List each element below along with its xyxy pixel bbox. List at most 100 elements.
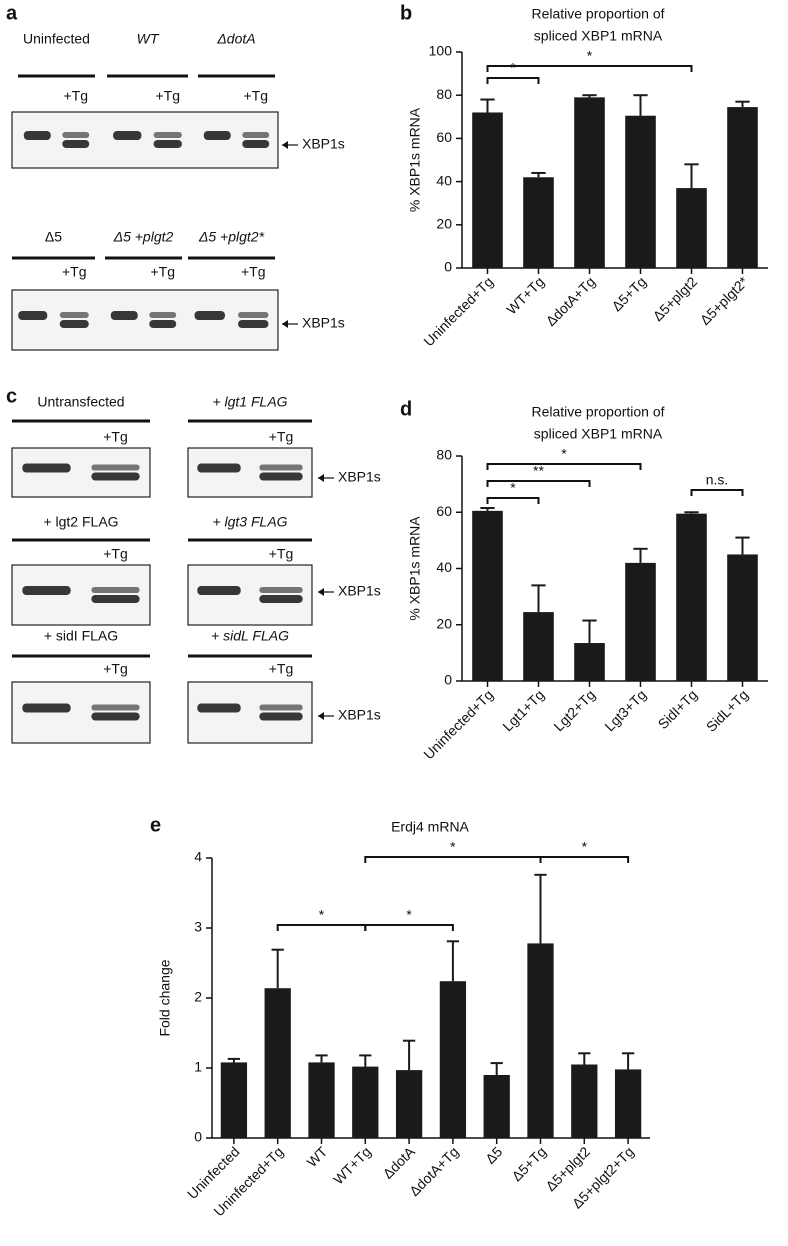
treatment-label: +Tg: [155, 88, 180, 104]
y-axis-label: Fold change: [157, 959, 173, 1036]
y-tick-label: 0: [444, 672, 452, 688]
treatment-label: +Tg: [62, 264, 87, 280]
arrow-head: [318, 474, 324, 482]
bar: [527, 943, 554, 1138]
gel: [11, 111, 279, 169]
band-label: XBP1s: [302, 136, 345, 152]
significance-bracket: [276, 924, 367, 931]
treatment-label: +Tg: [63, 88, 88, 104]
band: [194, 311, 225, 320]
x-tick-label: Δ5+plgt2*: [697, 273, 752, 328]
y-tick-label: 20: [436, 615, 452, 631]
band: [91, 712, 140, 721]
x-tick-label: SidL+Tg: [703, 686, 751, 734]
treatment-label: +Tg: [269, 429, 294, 445]
significance-label: *: [319, 907, 325, 923]
y-tick-label: 2: [194, 989, 202, 1005]
band: [91, 464, 140, 471]
y-tick-label: 0: [194, 1129, 202, 1145]
panel-letter: e: [150, 814, 161, 836]
band: [259, 704, 303, 711]
group-label: Uninfected: [23, 31, 90, 47]
chart-title: spliced XBP1 mRNA: [534, 28, 663, 44]
significance-bracket: [690, 489, 744, 496]
band: [238, 312, 269, 318]
band: [149, 312, 177, 318]
treatment-label: +Tg: [269, 661, 294, 677]
group-label: + sidL FLAG: [211, 628, 289, 644]
band: [91, 704, 140, 711]
y-axis-label: % XBP1s mRNA: [407, 107, 423, 212]
bar: [523, 177, 554, 268]
y-tick-label: 0: [444, 259, 452, 275]
group-label: + lgt2 FLAG: [43, 514, 118, 530]
bar: [727, 554, 758, 681]
band-label: XBP1s: [338, 583, 381, 599]
bar: [352, 1066, 379, 1138]
band: [197, 703, 241, 713]
x-tick-label: ΔdotA: [380, 1143, 419, 1182]
bar: [220, 1062, 248, 1138]
band: [22, 463, 71, 473]
panel-letter: d: [400, 398, 412, 420]
arrow-head: [318, 712, 324, 720]
bar: [614, 1069, 642, 1138]
band: [113, 131, 142, 140]
significance-bracket: [539, 856, 630, 863]
group-label: WT: [137, 31, 160, 47]
arrow-head: [282, 141, 288, 149]
significance-bracket: [486, 65, 693, 72]
band: [18, 311, 48, 320]
x-tick-label: Δ5: [482, 1143, 506, 1167]
group-label: Δ5 +plgt2: [113, 229, 174, 245]
bar: [439, 981, 467, 1138]
arrow-head: [282, 320, 288, 328]
significance-label: *: [587, 48, 593, 64]
bar: [574, 97, 605, 268]
significance-label: n.s.: [706, 472, 729, 488]
y-tick-label: 100: [429, 43, 453, 59]
band: [23, 131, 51, 140]
significance-label: *: [582, 839, 588, 855]
bar: [676, 188, 707, 268]
bar: [395, 1070, 423, 1138]
x-tick-label: ΔdotA+Tg: [543, 273, 599, 329]
bar: [483, 1075, 510, 1138]
bar: [625, 562, 656, 681]
band: [62, 140, 90, 148]
x-tick-label: WT+Tg: [330, 1143, 374, 1187]
band: [91, 595, 140, 603]
bar: [571, 1064, 598, 1138]
significance-bracket: [486, 463, 642, 470]
panel-letter: b: [400, 2, 412, 24]
band: [153, 132, 182, 138]
treatment-label: +Tg: [241, 264, 266, 280]
band: [59, 320, 89, 328]
x-tick-label: Δ5+Tg: [508, 1143, 549, 1184]
y-tick-label: 1: [194, 1059, 202, 1075]
x-tick-label: WT: [304, 1143, 331, 1170]
treatment-label: +Tg: [103, 429, 128, 445]
x-tick-label: Uninfected+Tg: [420, 686, 496, 762]
group-label: ΔdotA: [216, 31, 255, 47]
bar: [472, 112, 503, 268]
band-label: XBP1s: [338, 707, 381, 723]
y-tick-label: 80: [436, 447, 452, 463]
band: [91, 472, 140, 481]
bar: [472, 510, 503, 681]
chart-title: Relative proportion of: [531, 404, 664, 420]
significance-bracket: [364, 924, 454, 931]
significance-bracket: [486, 497, 540, 504]
significance-label: **: [533, 463, 544, 479]
panel-letter: a: [6, 2, 18, 24]
band: [153, 140, 182, 148]
treatment-label: +Tg: [243, 88, 268, 104]
band-label: XBP1s: [338, 469, 381, 485]
group-label: + lgt3 FLAG: [212, 514, 287, 530]
significance-label: *: [510, 60, 516, 76]
x-tick-label: Lgt1+Tg: [499, 686, 547, 734]
significance-label: *: [510, 480, 516, 496]
y-tick-label: 4: [194, 849, 202, 865]
group-label: Δ5: [45, 229, 62, 245]
